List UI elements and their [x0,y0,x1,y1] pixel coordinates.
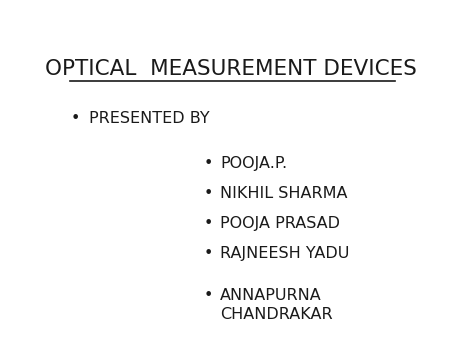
Text: •: • [203,246,213,261]
Text: RAJNEESH YADU: RAJNEESH YADU [220,246,350,261]
Text: •: • [203,288,213,303]
Text: POOJA.P.: POOJA.P. [220,156,287,171]
Text: OPTICAL  MEASUREMENT DEVICES: OPTICAL MEASUREMENT DEVICES [45,59,417,79]
Text: •: • [203,186,213,201]
Text: POOJA PRASAD: POOJA PRASAD [220,216,340,231]
Text: •: • [203,156,213,171]
Text: PRESENTED BY: PRESENTED BY [90,111,210,126]
Text: •: • [71,111,80,126]
Text: •: • [203,216,213,231]
Text: NIKHIL SHARMA: NIKHIL SHARMA [220,186,348,201]
Text: ANNAPURNA
CHANDRAKAR: ANNAPURNA CHANDRAKAR [220,288,333,322]
